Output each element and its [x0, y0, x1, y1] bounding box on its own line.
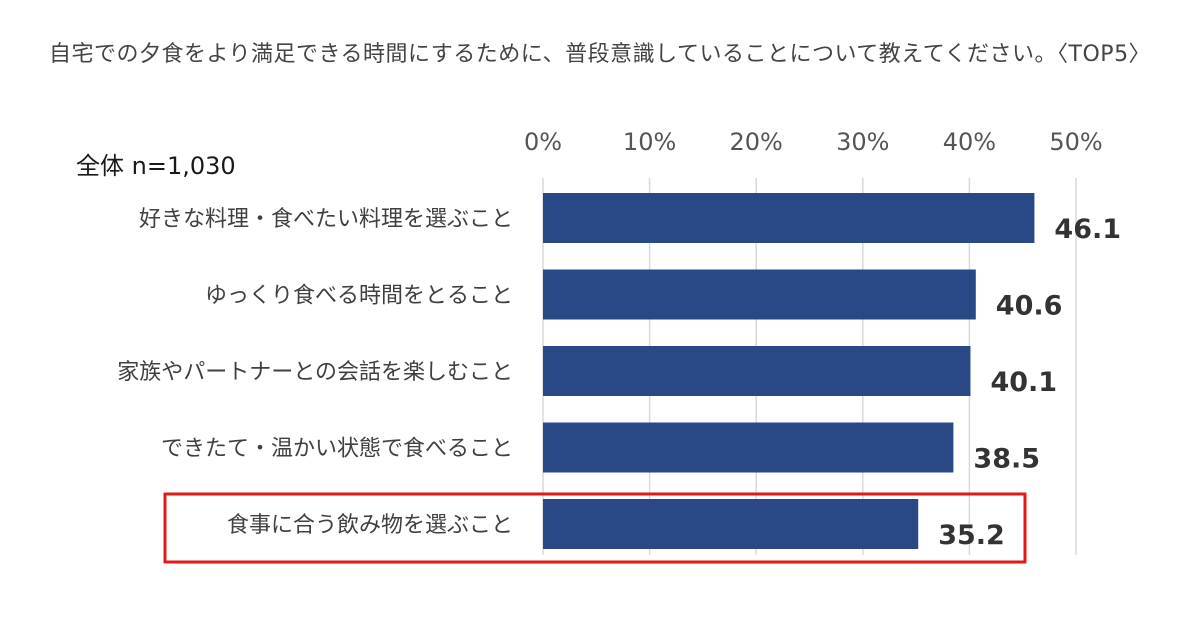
- bar: [543, 193, 1035, 243]
- data-label: 35.2: [938, 520, 1005, 551]
- x-tick-label: 40%: [943, 128, 996, 156]
- bar: [543, 499, 919, 549]
- category-label: できたて・温かい状態で食べること: [161, 437, 513, 462]
- data-label: 38.5: [973, 444, 1040, 475]
- x-tick-label: 50%: [1049, 128, 1102, 156]
- category-label: 家族やパートナーとの会話を楽しむこと: [117, 360, 513, 385]
- x-tick-label: 30%: [836, 128, 889, 156]
- data-label: 40.1: [990, 367, 1057, 398]
- x-tick-label: 10%: [623, 128, 676, 156]
- chart-subtitle: 全体 n=1,030: [76, 152, 236, 180]
- bar: [543, 346, 971, 396]
- bar: [543, 422, 954, 473]
- chart-title: 自宅での夕食をより満足できる時間にするために、普段意識していることについて教えて…: [48, 42, 1152, 67]
- data-label: 40.6: [996, 291, 1063, 322]
- category-label: ゆっくり食べる時間をとること: [205, 284, 513, 309]
- bar: [543, 269, 976, 320]
- highlight-box: [163, 492, 1027, 564]
- x-tick-label: 20%: [730, 128, 783, 156]
- category-label: 食事に合う飲み物を選ぶこと: [227, 513, 513, 538]
- category-label: 好きな料理・食べたい料理を選ぶこと: [139, 207, 513, 232]
- data-label: 46.1: [1054, 214, 1121, 245]
- x-tick-label: 0%: [524, 128, 562, 156]
